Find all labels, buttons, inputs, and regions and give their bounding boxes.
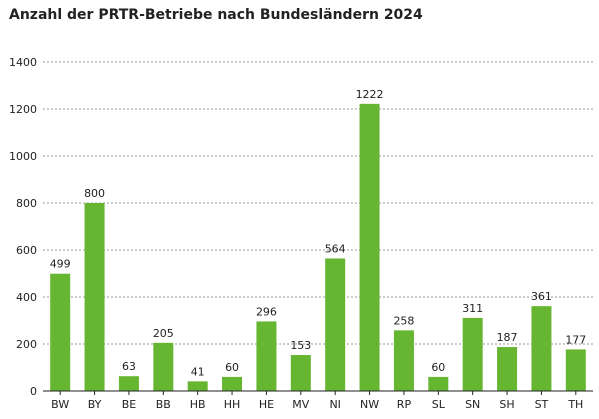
bar-mv [290, 355, 311, 391]
y-tick-label: 1200 [9, 103, 37, 116]
x-tick-label-nw: NW [360, 398, 379, 411]
y-tick-label: 600 [16, 244, 37, 257]
y-tick-label: 1400 [9, 56, 37, 69]
bar-hb [187, 381, 208, 391]
x-tick-label-sn: SN [465, 398, 480, 411]
data-label-he: 296 [256, 305, 277, 318]
bar-he [256, 321, 277, 391]
data-label-rp: 258 [393, 314, 414, 327]
y-tick-label: 0 [30, 385, 37, 398]
y-tick-label: 1000 [9, 150, 37, 163]
x-tick-label-he: HE [259, 398, 274, 411]
x-tick-label-bb: BB [156, 398, 171, 411]
bar-sl [428, 376, 449, 391]
x-tick-label-th: TH [567, 398, 583, 411]
y-tick-label: 800 [16, 197, 37, 210]
data-labels: 499 800 63 205 41 60 296 153 564 1222 258 60 311 187 3… [50, 88, 587, 379]
bar-hh [222, 376, 243, 391]
bar-bb [153, 342, 174, 391]
x-tick-label-sh: SH [499, 398, 514, 411]
bar-be [118, 376, 139, 391]
data-label-ni: 564 [325, 242, 346, 255]
data-label-st: 361 [531, 290, 552, 303]
bar-bw [50, 273, 71, 391]
data-label-hb: 41 [191, 365, 205, 378]
bar-rp [393, 330, 414, 391]
x-tick-label-mv: MV [292, 398, 309, 411]
bar-by [84, 203, 105, 391]
data-label-th: 177 [565, 333, 586, 346]
x-tick-label-ni: NI [329, 398, 340, 411]
x-tick-label-bw: BW [51, 398, 69, 411]
bars [50, 103, 586, 391]
bar-sh [497, 347, 518, 391]
x-tick-label-hb: HB [190, 398, 206, 411]
data-label-nw: 1222 [356, 88, 384, 101]
x-tick-label-sl: SL [432, 398, 446, 411]
x-tick-label-be: BE [122, 398, 137, 411]
y-tick-label: 400 [16, 291, 37, 304]
bar-nw [359, 103, 380, 391]
y-axis-ticks: 0 200 400 600 800 1000 1200 1400 [9, 56, 37, 398]
bar-sn [462, 317, 483, 391]
data-label-sn: 311 [462, 302, 483, 315]
x-tick-label-hh: HH [224, 398, 241, 411]
data-label-sl: 60 [431, 361, 445, 374]
x-tick-label-by: BY [88, 398, 102, 411]
x-tick-label-rp: RP [397, 398, 412, 411]
y-tick-label: 200 [16, 338, 37, 351]
data-label-by: 800 [84, 187, 105, 200]
x-tick-label-st: ST [535, 398, 549, 411]
data-label-sh: 187 [497, 331, 518, 344]
data-label-bb: 205 [153, 327, 174, 340]
x-axis-ticks: BW BY BE BB HB HH HE MV NI NW RP SL SN SH ST TH [51, 391, 583, 411]
chart-title: Anzahl der PRTR-Betriebe nach Bundesländ… [9, 7, 423, 23]
data-label-bw: 499 [50, 258, 71, 271]
bar-ni [325, 258, 346, 391]
bar-st [531, 306, 552, 391]
data-label-hh: 60 [225, 361, 239, 374]
data-label-be: 63 [122, 360, 136, 373]
gridlines [43, 61, 593, 345]
data-label-mv: 153 [290, 339, 311, 352]
bar-th [565, 349, 586, 391]
